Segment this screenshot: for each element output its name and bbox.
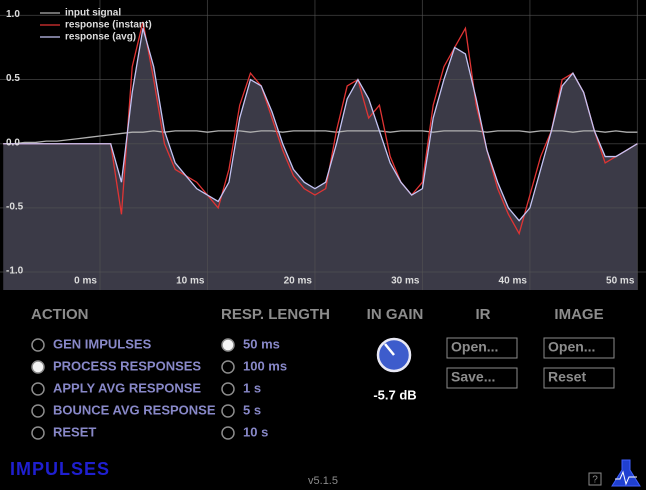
y-tick-label: -1.0 bbox=[6, 266, 24, 277]
y-tick-label: 1.0 bbox=[6, 9, 20, 20]
radio-label[interactable]: 50 ms bbox=[243, 336, 280, 351]
button[interactable] bbox=[446, 337, 518, 359]
radio-label[interactable]: 1 s bbox=[243, 380, 261, 395]
control-panel: ACTION GEN IMPULSES PROCESS RESPONSES APPLY… bbox=[31, 306, 615, 440]
x-tick-label: 20 ms bbox=[284, 276, 313, 287]
button-label[interactable]: Open... bbox=[451, 339, 498, 355]
logo: IMPULSES bbox=[10, 459, 110, 479]
button-label[interactable]: Open... bbox=[548, 339, 595, 355]
area bbox=[3, 28, 638, 290]
x-tick-label: 0 ms bbox=[74, 276, 97, 287]
section-header: ACTION bbox=[31, 306, 89, 323]
legend-label: response (avg) bbox=[65, 32, 136, 43]
radio-button[interactable] bbox=[221, 426, 235, 440]
radio-label[interactable]: PROCESS RESPONSES bbox=[53, 358, 201, 373]
radio-button[interactable] bbox=[31, 360, 45, 374]
radio-button[interactable] bbox=[221, 404, 235, 418]
radio-label[interactable]: 100 ms bbox=[243, 358, 287, 373]
section-header: IMAGE bbox=[554, 306, 603, 323]
radio-label[interactable]: 5 s bbox=[243, 402, 261, 417]
x-tick-label: 30 ms bbox=[391, 276, 420, 287]
x-tick-label: 10 ms bbox=[176, 276, 205, 287]
radio-label[interactable]: APPLY AVG RESPONSE bbox=[53, 380, 201, 395]
button[interactable] bbox=[446, 367, 518, 389]
legend-label: input signal bbox=[65, 8, 121, 19]
series-line bbox=[3, 130, 638, 145]
gain-value: -5.7 dB bbox=[373, 387, 416, 402]
flask-wave bbox=[615, 470, 637, 486]
radio-label[interactable]: BOUNCE AVG RESPONSE bbox=[53, 402, 216, 417]
button-label[interactable]: Reset bbox=[548, 369, 586, 385]
help-button[interactable] bbox=[588, 472, 602, 486]
help-label: ? bbox=[592, 475, 598, 486]
radio-label[interactable]: RESET bbox=[53, 424, 96, 439]
button[interactable] bbox=[543, 367, 615, 389]
x-tick-label: 40 ms bbox=[499, 276, 528, 287]
button[interactable] bbox=[543, 337, 615, 359]
radio-label[interactable]: GEN IMPULSES bbox=[53, 336, 152, 351]
y-tick-label: 0.0 bbox=[6, 137, 20, 148]
legend-label: response (instant) bbox=[65, 20, 152, 31]
button-label[interactable]: Save... bbox=[451, 369, 495, 385]
radio-button[interactable] bbox=[221, 382, 235, 396]
radio-button[interactable] bbox=[31, 426, 45, 440]
section-header: RESP. LENGTH bbox=[221, 306, 330, 323]
section-header: IN GAIN bbox=[367, 306, 424, 323]
radio-button[interactable] bbox=[31, 404, 45, 418]
radio-button[interactable] bbox=[31, 338, 45, 352]
x-tick-label: 50 ms bbox=[606, 276, 635, 287]
radio-label[interactable]: 10 s bbox=[243, 424, 268, 439]
chart: 1.0 0.5 0.0 -0.5 -1.0 0 ms 10 ms 20 ms 30 ms 40 m… bbox=[0, 0, 646, 290]
y-tick-label: -0.5 bbox=[6, 202, 24, 213]
radio-button[interactable] bbox=[31, 382, 45, 396]
version: v5.1.5 bbox=[308, 475, 338, 487]
knob-indicator bbox=[384, 343, 395, 356]
radio-button[interactable] bbox=[221, 360, 235, 374]
radio-button[interactable] bbox=[221, 338, 235, 352]
y-tick-label: 0.5 bbox=[6, 73, 20, 84]
series-line bbox=[3, 28, 638, 222]
section-header: IR bbox=[476, 306, 491, 323]
